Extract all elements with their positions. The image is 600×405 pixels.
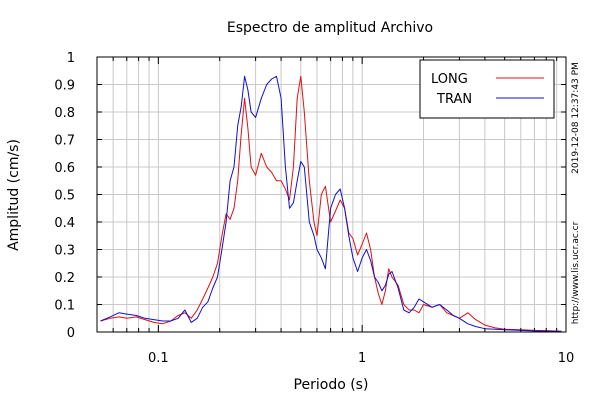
y-tick-label: 0.9 xyxy=(54,79,75,94)
y-axis-ticks: 0 0.1 0.2 0.3 0.4 0.5 0.6 0.7 0.8 0.9 1 xyxy=(54,51,566,341)
legend-label-tran: TRAN xyxy=(436,92,472,107)
source-url-note: http://www.lis.ucr.ac.cr xyxy=(571,221,581,324)
chart-title: Espectro de amplitud Archivo xyxy=(227,20,433,36)
legend: LONG TRAN xyxy=(419,59,555,119)
timestamp-note: 2019-12-08 12:37:43 PM xyxy=(571,62,581,174)
x-tick-label: 1 xyxy=(358,351,366,366)
y-tick-label: 0.1 xyxy=(54,299,75,314)
y-tick-label: 1 xyxy=(67,51,75,66)
y-tick-label: 0.7 xyxy=(54,134,75,149)
y-axis-title: Amplitud (cm/s) xyxy=(6,139,22,251)
series-line-tran xyxy=(100,75,562,332)
x-axis-ticks: 0.1 1 10 xyxy=(96,57,575,366)
x-tick-label: 10 xyxy=(558,351,575,366)
x-tick-label: 0.1 xyxy=(148,351,169,366)
y-tick-label: 0.5 xyxy=(54,189,75,204)
y-tick-label: 0.2 xyxy=(54,271,75,286)
legend-box xyxy=(419,59,555,119)
x-axis-title: Periodo (s) xyxy=(294,377,369,393)
y-tick-label: 0.3 xyxy=(54,244,75,259)
y-tick-label: 0 xyxy=(67,326,75,341)
legend-label-long: LONG xyxy=(431,72,468,87)
y-tick-label: 0.8 xyxy=(54,106,75,121)
y-tick-label: 0.6 xyxy=(54,161,75,176)
y-tick-label: 0.4 xyxy=(54,216,75,231)
series-layer xyxy=(100,75,562,332)
